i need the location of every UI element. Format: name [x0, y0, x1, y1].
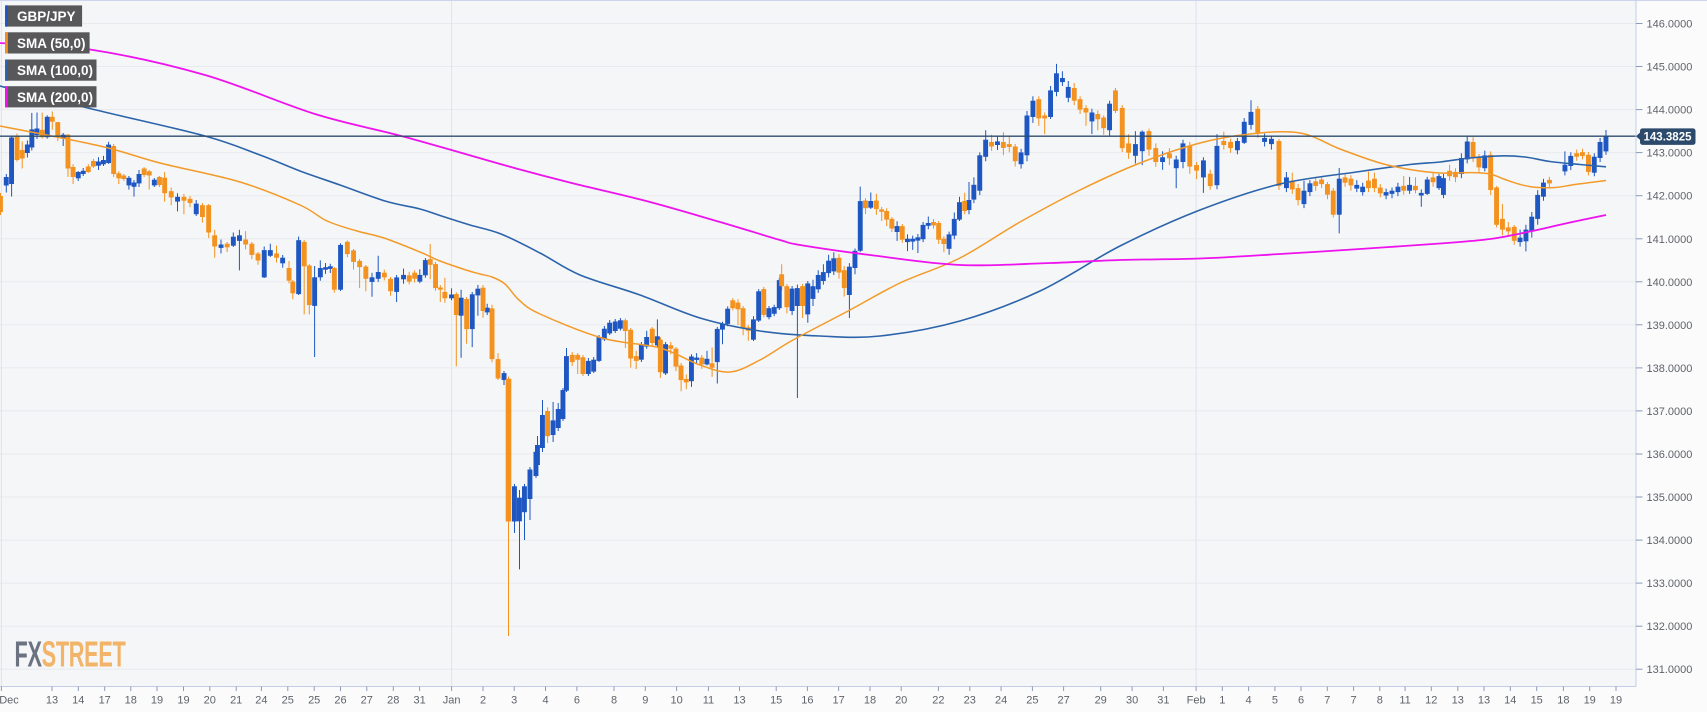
svg-text:21: 21	[230, 695, 242, 707]
svg-text:15: 15	[770, 695, 782, 707]
svg-text:143.0000: 143.0000	[1647, 148, 1693, 160]
svg-text:4: 4	[542, 695, 548, 707]
svg-text:13: 13	[733, 695, 745, 707]
svg-text:142.0000: 142.0000	[1647, 191, 1693, 203]
svg-text:24: 24	[995, 695, 1007, 707]
svg-text:137.0000: 137.0000	[1647, 406, 1693, 418]
svg-text:9: 9	[642, 695, 648, 707]
svg-text:8: 8	[1377, 695, 1383, 707]
svg-text:31: 31	[413, 695, 425, 707]
svg-text:19: 19	[1610, 695, 1622, 707]
svg-text:146.0000: 146.0000	[1647, 19, 1693, 31]
svg-text:136.0000: 136.0000	[1647, 449, 1693, 461]
svg-text:13: 13	[46, 695, 58, 707]
svg-text:13: 13	[1452, 695, 1464, 707]
svg-text:17: 17	[832, 695, 844, 707]
svg-text:11: 11	[1399, 695, 1410, 707]
svg-text:27: 27	[1057, 695, 1069, 707]
svg-text:25: 25	[282, 695, 294, 707]
svg-text:6: 6	[574, 695, 580, 707]
svg-text:20: 20	[204, 695, 216, 707]
svg-text:29: 29	[1095, 695, 1107, 707]
svg-text:134.0000: 134.0000	[1647, 535, 1693, 547]
svg-text:7: 7	[1324, 695, 1330, 707]
svg-text:139.0000: 139.0000	[1647, 320, 1693, 332]
svg-text:19: 19	[151, 695, 163, 707]
svg-text:6: 6	[1298, 695, 1304, 707]
svg-text:13: 13	[1478, 695, 1490, 707]
svg-text:GBP/JPY: GBP/JPY	[17, 9, 76, 24]
svg-text:25: 25	[1026, 695, 1038, 707]
svg-text:19: 19	[177, 695, 189, 707]
svg-text:27: 27	[361, 695, 373, 707]
svg-text:14: 14	[72, 695, 84, 707]
svg-text:141.0000: 141.0000	[1647, 234, 1693, 246]
svg-text:22: 22	[932, 695, 944, 707]
svg-text:SMA (100,0): SMA (100,0)	[17, 63, 93, 78]
svg-text:18: 18	[125, 695, 137, 707]
svg-text:SMA (50,0): SMA (50,0)	[17, 36, 86, 51]
svg-text:18: 18	[1557, 695, 1569, 707]
svg-text:140.0000: 140.0000	[1647, 277, 1693, 289]
svg-text:12: 12	[1425, 695, 1437, 707]
svg-text:20: 20	[895, 695, 907, 707]
svg-text:144.0000: 144.0000	[1647, 105, 1693, 117]
svg-text:25: 25	[308, 695, 320, 707]
svg-text:131.0000: 131.0000	[1647, 664, 1693, 676]
svg-text:26: 26	[334, 695, 346, 707]
svg-text:8: 8	[611, 695, 617, 707]
svg-text:28: 28	[387, 695, 399, 707]
svg-text:133.0000: 133.0000	[1647, 578, 1693, 590]
svg-text:18: 18	[864, 695, 876, 707]
svg-text:17: 17	[99, 695, 111, 707]
svg-text:143.3825: 143.3825	[1644, 131, 1693, 143]
svg-text:14: 14	[1504, 695, 1516, 707]
svg-text:SMA (200,0): SMA (200,0)	[17, 90, 93, 105]
svg-text:Feb: Feb	[1187, 695, 1206, 707]
svg-text:145.0000: 145.0000	[1647, 62, 1693, 74]
svg-text:11: 11	[703, 695, 714, 707]
svg-text:132.0000: 132.0000	[1647, 621, 1693, 633]
svg-text:2: 2	[480, 695, 486, 707]
svg-text:3: 3	[511, 695, 517, 707]
svg-text:5: 5	[1272, 695, 1278, 707]
svg-text:138.0000: 138.0000	[1647, 363, 1693, 375]
svg-text:31: 31	[1157, 695, 1169, 707]
svg-text:15: 15	[1531, 695, 1543, 707]
svg-text:FXSTREET: FXSTREET	[15, 634, 126, 675]
svg-text:135.0000: 135.0000	[1647, 492, 1693, 504]
svg-text:19: 19	[1584, 695, 1596, 707]
svg-text:7: 7	[1351, 695, 1357, 707]
svg-text:Dec: Dec	[0, 695, 19, 707]
svg-text:1: 1	[1219, 695, 1225, 707]
svg-text:30: 30	[1126, 695, 1138, 707]
svg-text:24: 24	[255, 695, 267, 707]
svg-text:16: 16	[801, 695, 813, 707]
svg-text:10: 10	[670, 695, 682, 707]
svg-text:4: 4	[1246, 695, 1252, 707]
svg-text:Jan: Jan	[443, 695, 461, 707]
svg-text:23: 23	[964, 695, 976, 707]
